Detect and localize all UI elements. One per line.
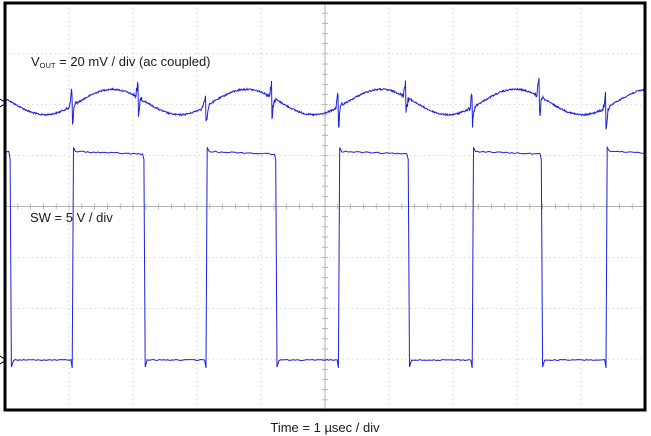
vout-channel-label: VOUT = 20 mV / div (ac coupled) — [31, 54, 211, 70]
sw-trace — [4, 145, 646, 369]
x-axis-label: Time = 1 µsec / div — [270, 420, 380, 435]
plot-frame — [3, 1, 647, 412]
plot-grid — [5, 3, 645, 410]
vout-trace — [4, 78, 646, 130]
channel-markers — [0, 98, 7, 365]
vout-ground-marker — [0, 98, 7, 108]
sw-ground-marker — [0, 355, 7, 365]
sw-trace-group — [4, 145, 646, 369]
vout-trace-group — [4, 78, 646, 130]
sw-channel-label: SW = 5 V / div — [30, 210, 113, 225]
